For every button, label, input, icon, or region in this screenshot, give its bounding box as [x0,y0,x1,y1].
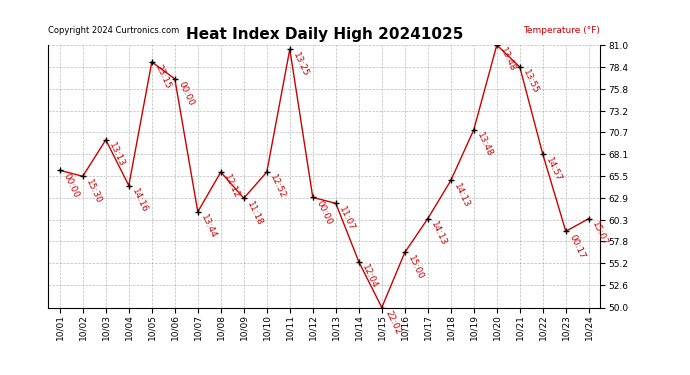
Text: 14:16: 14:16 [130,187,149,214]
Text: 13:44: 13:44 [199,213,218,240]
Text: 13:13: 13:13 [107,141,126,168]
Text: 00:00: 00:00 [61,172,80,199]
Text: 11:07: 11:07 [337,205,356,232]
Text: 15:30: 15:30 [84,178,103,205]
Text: 14:13: 14:13 [429,220,448,247]
Text: 14:57: 14:57 [544,156,563,183]
Text: 00:00: 00:00 [176,80,195,108]
Text: 14:13: 14:13 [452,182,471,209]
Text: 12:12: 12:12 [222,173,242,200]
Text: 13:55: 13:55 [521,68,540,96]
Text: 12:52: 12:52 [268,173,287,200]
Text: 23:15: 23:15 [153,63,172,90]
Text: 22:02: 22:02 [383,309,402,336]
Text: 13:48: 13:48 [475,131,494,158]
Text: 12:04: 12:04 [360,263,380,290]
Title: Heat Index Daily High 20241025: Heat Index Daily High 20241025 [186,27,463,42]
Text: 11:18: 11:18 [245,200,264,227]
Text: Temperature (°F): Temperature (°F) [524,26,600,34]
Text: 15:00: 15:00 [406,254,425,281]
Text: 13:48: 13:48 [498,46,518,74]
Text: 15:07: 15:07 [590,220,609,247]
Text: 00:00: 00:00 [314,199,333,226]
Text: 00:17: 00:17 [567,232,586,260]
Text: 13:25: 13:25 [291,51,310,78]
Text: Copyright 2024 Curtronics.com: Copyright 2024 Curtronics.com [48,26,179,34]
